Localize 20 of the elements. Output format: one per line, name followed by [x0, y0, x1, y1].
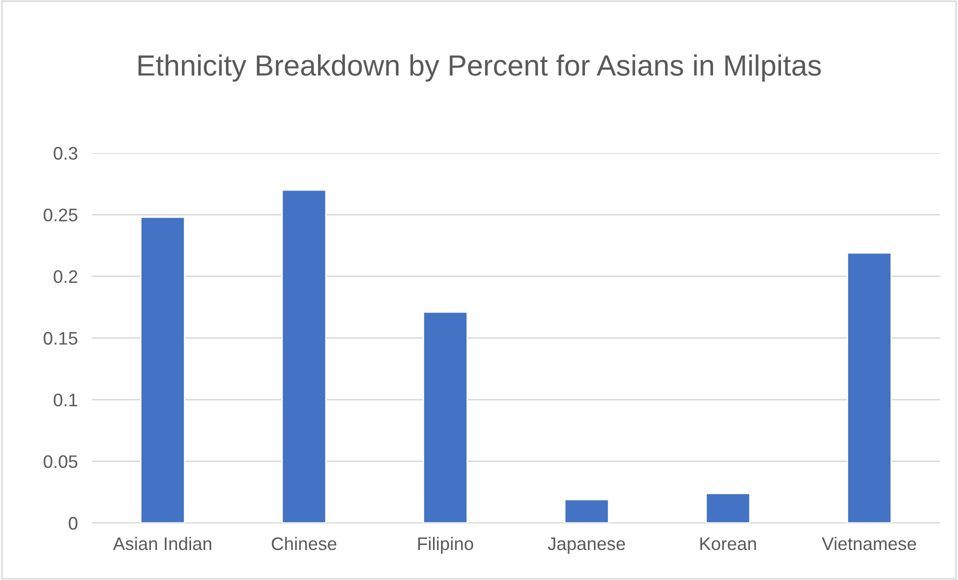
x-tick-label: Asian Indian	[113, 536, 212, 550]
x-tick-label: Filipino	[418, 536, 474, 554]
x-tick-label: Korean	[700, 538, 756, 550]
y-tick-label: 0.15	[44, 332, 78, 345]
y-tick-label: 0.25	[44, 208, 78, 222]
y-tick-label: 0.05	[44, 455, 78, 468]
bar	[422, 311, 468, 523]
x-tick-label: Chinese	[272, 536, 336, 550]
bar	[846, 252, 892, 523]
y-tick-label: 0	[68, 516, 78, 530]
bar	[140, 216, 186, 523]
bar	[564, 498, 610, 523]
y-tick-label: 0.3	[54, 146, 78, 160]
chart-title: Ethnicity Breakdown by Percent for Asians in Milpitas	[138, 54, 821, 82]
bar	[705, 492, 751, 523]
y-tick-label: 0.1	[54, 394, 78, 406]
x-tick-label: Vietnamese	[822, 536, 916, 550]
bar	[281, 189, 327, 523]
y-tick-label: 0.2	[54, 270, 78, 284]
x-tick-label: Japanese	[548, 538, 626, 554]
